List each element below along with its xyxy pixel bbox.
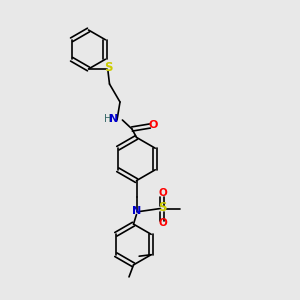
Text: O: O	[149, 120, 158, 130]
Text: N: N	[110, 113, 118, 124]
Text: H: H	[104, 113, 112, 124]
Text: O: O	[158, 188, 167, 199]
Text: O: O	[158, 218, 167, 229]
Text: N: N	[132, 206, 141, 217]
Text: S: S	[158, 201, 166, 214]
Text: S: S	[104, 61, 112, 74]
